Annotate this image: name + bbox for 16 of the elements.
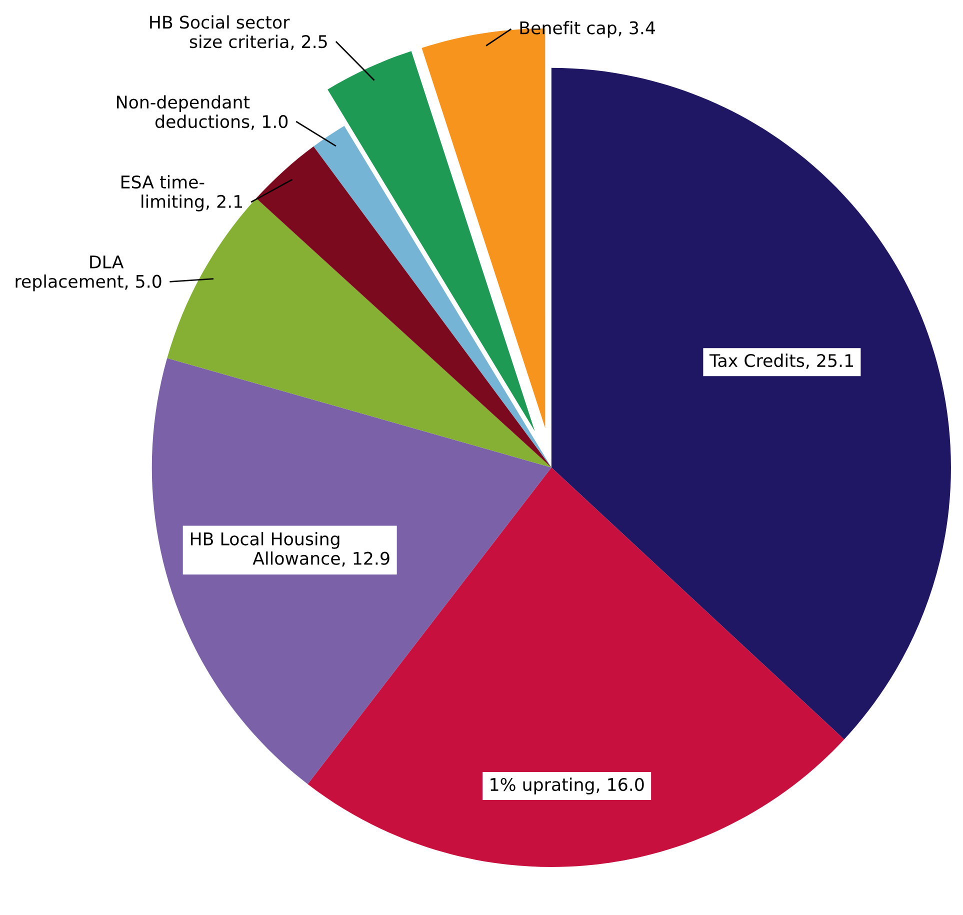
data-label: , 5.0: [125, 274, 162, 290]
data-label: , 16.0: [596, 778, 644, 793]
slice-label: ESA time- limiting: [122, 175, 204, 212]
slice-label: 1% uprating: [490, 778, 594, 794]
slice-label: HB Social sector size criteria: [150, 15, 290, 48]
data-label: , 25.1: [806, 354, 853, 369]
slice-label: DLA replacement: [16, 256, 124, 292]
data-label: , 12.9: [342, 552, 390, 567]
slice-label: Non-dependant deductions: [117, 95, 250, 128]
data-label: , 3.4: [618, 21, 656, 36]
slice-label: Benefit cap: [520, 20, 616, 38]
slice-label: HB Local Housing Allowance: [190, 532, 340, 565]
slice-label: Tax Credits: [709, 354, 804, 368]
data-label: , 2.1: [206, 194, 242, 210]
data-label: , 2.5: [291, 35, 327, 50]
data-label: , 1.0: [251, 114, 288, 130]
